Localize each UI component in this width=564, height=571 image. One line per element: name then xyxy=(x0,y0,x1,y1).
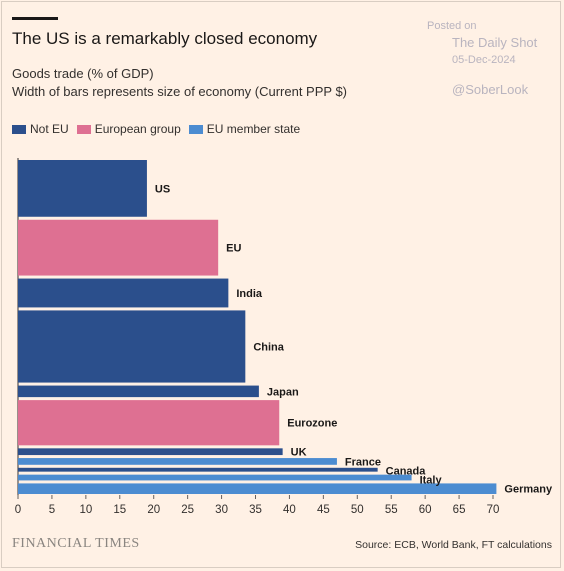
x-tick-label: 65 xyxy=(453,504,466,516)
x-tick-label: 45 xyxy=(317,504,330,516)
bar-label-eu: EU xyxy=(226,243,241,255)
bar-india xyxy=(18,278,229,308)
legend-swatch-not-eu xyxy=(12,124,26,134)
chart-title: The US is a remarkably closed economy xyxy=(12,29,318,48)
chart-legend: Not EU European group EU member state xyxy=(12,122,308,136)
x-tick-label: 25 xyxy=(181,504,194,516)
source-note: Source: ECB, World Bank, FT calculations xyxy=(355,539,552,551)
x-tick-label: 35 xyxy=(249,504,262,516)
x-tick-label: 5 xyxy=(49,504,55,516)
legend-item-not-eu: Not EU xyxy=(12,122,69,136)
bar-label-italy: Italy xyxy=(420,474,443,486)
legend-label-european-group: European group xyxy=(94,122,181,136)
legend-swatch-eu-member xyxy=(188,124,203,134)
variwide-bar-chart: US EU India China Japan Eurozone UK France Canad… xyxy=(15,158,553,516)
bar-label-us: US xyxy=(155,183,170,195)
x-tick-label: 60 xyxy=(419,504,432,516)
watermark-date: 05-Dec-2024 xyxy=(452,54,516,66)
chart-subtitle-width-note: Width of bars represents size of economy… xyxy=(12,84,348,99)
bar-italy xyxy=(18,474,412,481)
bar-label-germany: Germany xyxy=(504,484,553,496)
x-tick-label: 50 xyxy=(351,504,364,516)
x-tick-label: 10 xyxy=(79,504,92,516)
watermark-brand: The Daily Shot xyxy=(452,35,538,50)
x-tick-label: 70 xyxy=(487,504,500,516)
bar-label-uk: UK xyxy=(291,447,307,459)
bar-us xyxy=(18,160,147,217)
bar-label-canada: Canada xyxy=(386,465,427,477)
bar-label-france: France xyxy=(345,456,381,468)
watermark-posted: Posted on xyxy=(427,20,477,32)
bar-france xyxy=(18,458,337,465)
bar-eurozone xyxy=(18,400,280,446)
bar-eu xyxy=(18,219,219,276)
legend-swatch-european-group xyxy=(76,124,91,134)
bar-label-japan: Japan xyxy=(267,386,299,398)
title-rule xyxy=(12,17,58,20)
legend-item-eu-member: EU member state xyxy=(188,122,301,136)
x-tick-label: 30 xyxy=(215,504,228,516)
bar-japan xyxy=(18,385,259,398)
legend-item-european-group: European group xyxy=(76,122,181,136)
bar-canada xyxy=(18,467,378,472)
bar-label-china: China xyxy=(253,341,284,353)
bar-germany xyxy=(18,483,497,494)
x-tick-label: 55 xyxy=(385,504,398,516)
ft-logo: FINANCIAL TIMES xyxy=(12,536,140,551)
bar-label-eurozone: Eurozone xyxy=(287,418,337,430)
bar-uk xyxy=(18,448,283,456)
watermark-handle: @SoberLook xyxy=(452,82,529,97)
x-tick-label: 15 xyxy=(113,504,126,516)
chart-subtitle: Goods trade (% of GDP) xyxy=(12,66,154,81)
x-tick-label: 20 xyxy=(147,504,160,516)
bar-china xyxy=(18,310,246,383)
x-tick-label: 40 xyxy=(283,504,296,516)
legend-label-eu-member: EU member state xyxy=(206,122,301,136)
legend-label-not-eu: Not EU xyxy=(30,122,69,136)
x-tick-label: 0 xyxy=(15,504,21,516)
bar-label-india: India xyxy=(236,288,263,300)
